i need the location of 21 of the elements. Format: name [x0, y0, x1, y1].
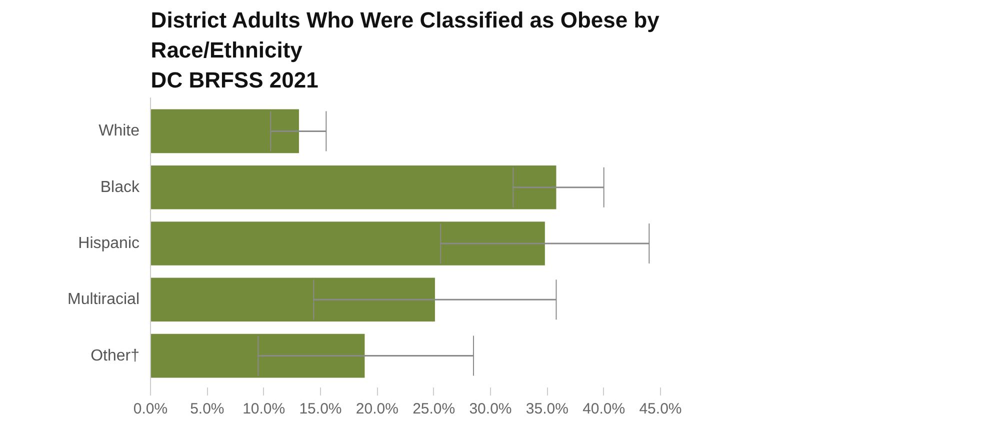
chart-title: District Adults Who Were Classified as Obese by Race/Ethnicity DC BRFSS 2021 — [150, 8, 660, 92]
y-tick-label: Multiracial — [67, 291, 140, 308]
bar — [150, 165, 556, 210]
x-tick-label: 40.0% — [582, 400, 626, 418]
bar — [150, 109, 299, 154]
y-tick-label: White — [98, 122, 140, 140]
x-tick-label: 15.0% — [299, 400, 342, 418]
x-tick-label: 0.0% — [133, 400, 168, 418]
x-tick-label: 25.0% — [412, 400, 456, 418]
x-tick-label: 35.0% — [526, 400, 568, 418]
bar — [150, 334, 365, 378]
y-tick-label: Other† — [90, 347, 140, 364]
x-tick-label: 30.0% — [469, 400, 512, 418]
bar — [150, 222, 545, 266]
y-tick-label: Black — [100, 178, 140, 196]
x-tick-label: 45.0% — [639, 400, 682, 418]
x-tick-label: 20.0% — [356, 400, 398, 418]
x-tick-label: 5.0% — [190, 400, 224, 418]
y-tick-label: Hispanic — [78, 235, 140, 252]
bar — [150, 278, 435, 322]
x-tick-label: 10.0% — [242, 400, 286, 418]
